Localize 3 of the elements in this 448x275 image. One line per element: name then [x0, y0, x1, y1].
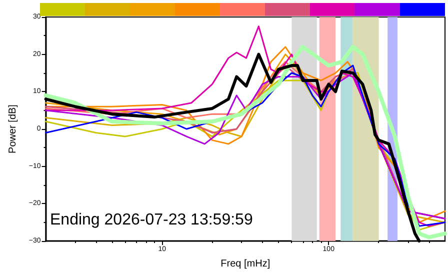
annotation: Ending 2026-07-23 13:59:59 — [50, 212, 253, 228]
y-axis-title: Power [dB] — [8, 104, 18, 154]
x-axis-title: Freq [mHz] — [220, 258, 270, 270]
